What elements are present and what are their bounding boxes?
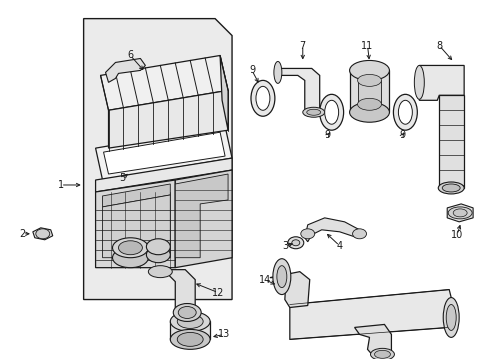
- Ellipse shape: [272, 259, 290, 294]
- Ellipse shape: [349, 102, 388, 122]
- Ellipse shape: [452, 209, 466, 217]
- Ellipse shape: [370, 348, 394, 360]
- Text: 9: 9: [248, 66, 255, 76]
- Polygon shape: [33, 228, 53, 240]
- Text: 11: 11: [361, 41, 373, 50]
- Text: 3: 3: [282, 241, 288, 251]
- Polygon shape: [155, 270, 195, 315]
- Ellipse shape: [357, 98, 381, 110]
- Ellipse shape: [276, 266, 286, 288]
- Polygon shape: [447, 204, 472, 222]
- Polygon shape: [102, 184, 170, 207]
- Ellipse shape: [273, 62, 281, 84]
- Ellipse shape: [291, 240, 299, 246]
- Text: 4: 4: [336, 241, 342, 251]
- Polygon shape: [277, 68, 319, 115]
- Ellipse shape: [255, 86, 269, 110]
- Polygon shape: [83, 19, 232, 300]
- Text: 7: 7: [299, 41, 305, 50]
- Ellipse shape: [36, 229, 50, 239]
- Ellipse shape: [250, 80, 274, 116]
- Ellipse shape: [413, 66, 424, 99]
- Ellipse shape: [437, 182, 463, 194]
- Ellipse shape: [447, 207, 471, 219]
- Ellipse shape: [442, 298, 458, 337]
- Ellipse shape: [112, 238, 148, 258]
- Polygon shape: [419, 66, 463, 100]
- Ellipse shape: [287, 237, 303, 249]
- Text: 9: 9: [324, 130, 330, 140]
- Polygon shape: [102, 195, 170, 258]
- Ellipse shape: [357, 75, 381, 86]
- Ellipse shape: [177, 315, 203, 328]
- Ellipse shape: [146, 239, 170, 255]
- Text: 10: 10: [450, 230, 462, 240]
- Polygon shape: [175, 174, 227, 258]
- Ellipse shape: [300, 229, 314, 239]
- Ellipse shape: [112, 248, 148, 268]
- Ellipse shape: [374, 350, 389, 358]
- Ellipse shape: [349, 60, 388, 80]
- Ellipse shape: [352, 229, 366, 239]
- Ellipse shape: [319, 94, 343, 130]
- Text: 2: 2: [20, 229, 26, 239]
- Ellipse shape: [178, 306, 196, 319]
- Polygon shape: [220, 55, 227, 130]
- Ellipse shape: [148, 266, 172, 278]
- Ellipse shape: [306, 109, 320, 115]
- Ellipse shape: [173, 303, 201, 321]
- Text: 6: 6: [127, 50, 133, 60]
- Polygon shape: [101, 55, 227, 110]
- Ellipse shape: [441, 184, 459, 192]
- Polygon shape: [105, 58, 145, 82]
- Text: 5: 5: [119, 173, 125, 183]
- Text: 1: 1: [58, 180, 63, 190]
- Polygon shape: [95, 126, 232, 180]
- Polygon shape: [438, 95, 463, 188]
- Polygon shape: [289, 289, 453, 339]
- Text: 8: 8: [435, 41, 442, 50]
- Ellipse shape: [177, 332, 203, 346]
- Ellipse shape: [324, 100, 338, 124]
- Polygon shape: [95, 158, 232, 192]
- Polygon shape: [349, 71, 388, 112]
- Ellipse shape: [170, 311, 210, 332]
- Ellipse shape: [118, 241, 142, 255]
- Polygon shape: [103, 132, 224, 174]
- Ellipse shape: [170, 329, 210, 349]
- Polygon shape: [357, 80, 381, 104]
- Text: 9: 9: [399, 130, 405, 140]
- Polygon shape: [175, 170, 232, 268]
- Ellipse shape: [398, 100, 411, 124]
- Polygon shape: [354, 324, 390, 357]
- Text: 14: 14: [258, 275, 270, 285]
- Polygon shape: [95, 180, 175, 268]
- Ellipse shape: [446, 305, 455, 330]
- Ellipse shape: [302, 107, 324, 117]
- Polygon shape: [170, 321, 210, 339]
- Text: 13: 13: [218, 329, 230, 339]
- Text: 12: 12: [211, 288, 224, 298]
- Ellipse shape: [146, 247, 170, 263]
- Polygon shape: [108, 90, 227, 148]
- Ellipse shape: [393, 94, 416, 130]
- Polygon shape: [269, 272, 309, 307]
- Polygon shape: [304, 218, 359, 242]
